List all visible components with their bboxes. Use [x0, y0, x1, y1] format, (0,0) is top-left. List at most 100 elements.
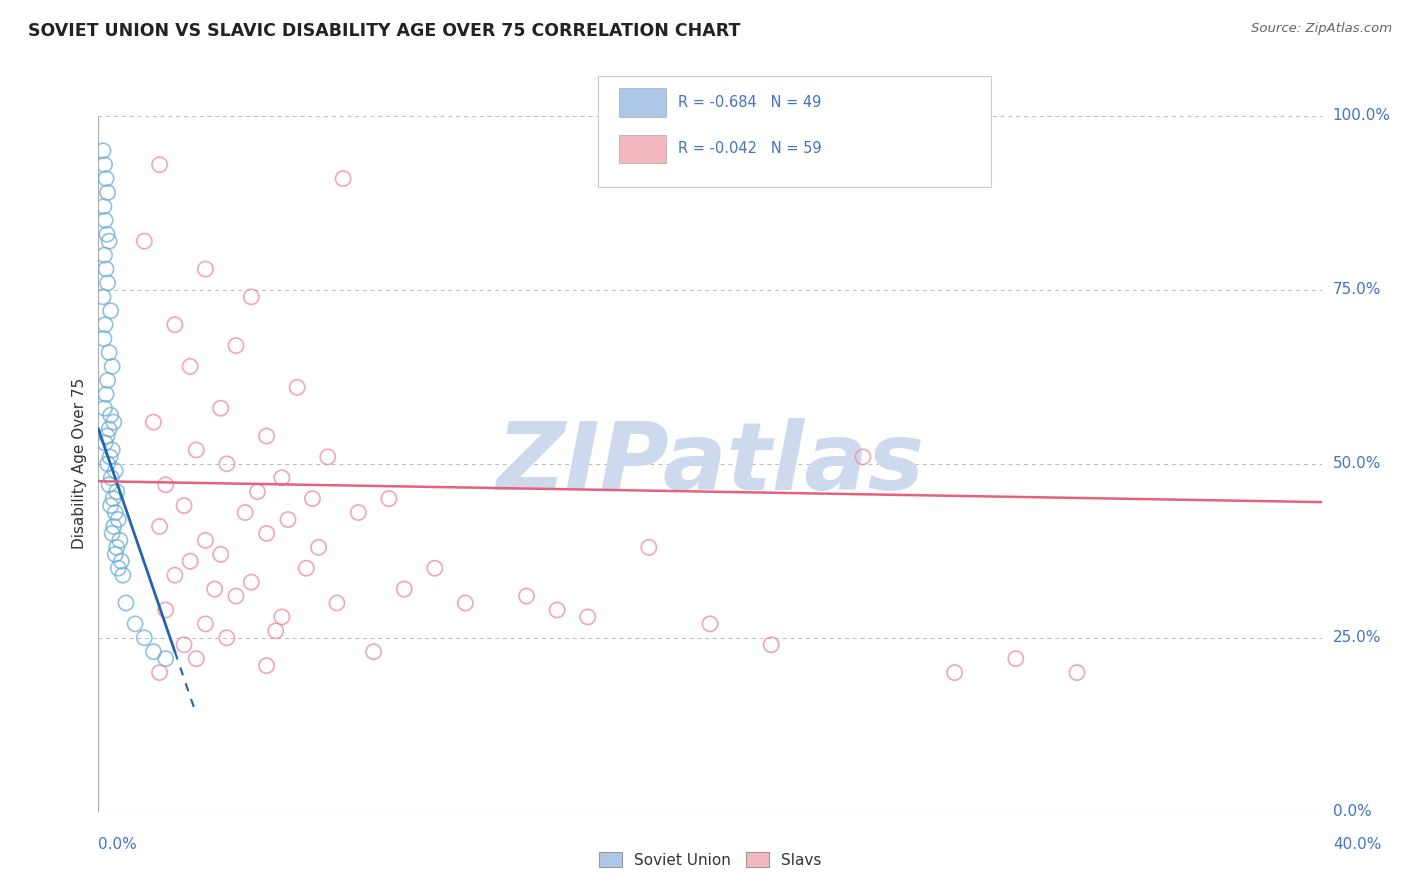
- Point: [943, 665, 966, 680]
- Point: [256, 429, 278, 443]
- Point: [285, 380, 308, 394]
- Point: [91, 290, 114, 304]
- Point: [233, 506, 256, 520]
- Point: [149, 158, 172, 172]
- Point: [270, 471, 294, 485]
- Point: [301, 491, 323, 506]
- Point: [347, 506, 370, 520]
- Point: [194, 533, 217, 548]
- Text: SOVIET UNION VS SLAVIC DISABILITY AGE OVER 75 CORRELATION CHART: SOVIET UNION VS SLAVIC DISABILITY AGE OV…: [28, 22, 741, 40]
- Point: [142, 415, 165, 429]
- Point: [215, 457, 238, 471]
- Text: 50.0%: 50.0%: [1333, 457, 1381, 471]
- Point: [103, 519, 125, 533]
- Point: [852, 450, 875, 464]
- Point: [97, 457, 120, 471]
- Point: [124, 616, 146, 631]
- Point: [93, 332, 115, 346]
- Point: [637, 541, 661, 555]
- Point: [101, 359, 124, 374]
- Point: [105, 541, 128, 555]
- Point: [93, 401, 115, 416]
- Point: [295, 561, 318, 575]
- Point: [155, 477, 177, 491]
- Point: [91, 144, 114, 158]
- Point: [100, 499, 122, 513]
- Point: [93, 248, 115, 262]
- Point: [101, 526, 124, 541]
- Point: [115, 596, 138, 610]
- Point: [209, 547, 232, 561]
- Text: R = -0.684   N = 49: R = -0.684 N = 49: [678, 95, 821, 110]
- Point: [270, 610, 294, 624]
- Point: [93, 199, 115, 213]
- Point: [308, 541, 330, 555]
- Point: [108, 533, 131, 548]
- Point: [142, 645, 165, 659]
- Text: 75.0%: 75.0%: [1333, 283, 1381, 297]
- Point: [104, 547, 127, 561]
- Point: [392, 582, 416, 596]
- Point: [761, 638, 783, 652]
- Point: [1004, 651, 1026, 665]
- Point: [94, 262, 117, 277]
- Point: [98, 345, 121, 359]
- Text: ZIPatlas: ZIPatlas: [496, 417, 924, 510]
- Point: [454, 596, 477, 610]
- Point: [256, 658, 278, 673]
- Point: [105, 484, 128, 499]
- Point: [103, 415, 125, 429]
- Point: [256, 526, 278, 541]
- Text: 0.0%: 0.0%: [98, 837, 138, 852]
- Text: 40.0%: 40.0%: [1333, 837, 1381, 852]
- Point: [1066, 665, 1088, 680]
- Point: [97, 276, 120, 290]
- Point: [179, 554, 201, 568]
- Point: [209, 401, 232, 416]
- Point: [111, 568, 134, 582]
- Point: [699, 616, 721, 631]
- Point: [104, 506, 127, 520]
- Point: [225, 338, 247, 352]
- Point: [94, 213, 117, 227]
- Point: [104, 464, 127, 478]
- Point: [277, 512, 299, 526]
- Point: [516, 589, 538, 603]
- Point: [194, 616, 217, 631]
- Point: [100, 303, 122, 318]
- Point: [100, 471, 122, 485]
- Point: [576, 610, 599, 624]
- Point: [264, 624, 287, 638]
- Point: [186, 651, 208, 665]
- Point: [332, 171, 354, 186]
- Point: [134, 631, 156, 645]
- Point: [98, 450, 121, 464]
- Point: [155, 651, 177, 665]
- Y-axis label: Disability Age Over 75: Disability Age Over 75: [72, 378, 87, 549]
- Legend: Soviet Union, Slavs: Soviet Union, Slavs: [592, 846, 828, 873]
- Point: [149, 519, 172, 533]
- Point: [186, 442, 208, 457]
- Point: [378, 491, 401, 506]
- Point: [98, 234, 121, 248]
- Point: [215, 631, 238, 645]
- Point: [363, 645, 385, 659]
- Point: [94, 318, 117, 332]
- Point: [110, 554, 132, 568]
- Point: [326, 596, 349, 610]
- Point: [163, 568, 186, 582]
- Point: [94, 387, 117, 401]
- Point: [225, 589, 247, 603]
- Text: 0.0%: 0.0%: [1333, 805, 1371, 819]
- Point: [204, 582, 226, 596]
- Point: [134, 234, 156, 248]
- Point: [98, 422, 121, 436]
- Point: [94, 171, 117, 186]
- Point: [316, 450, 339, 464]
- Point: [96, 429, 118, 443]
- Point: [149, 665, 172, 680]
- Point: [240, 575, 263, 590]
- Point: [240, 290, 263, 304]
- Point: [107, 512, 129, 526]
- Point: [155, 603, 177, 617]
